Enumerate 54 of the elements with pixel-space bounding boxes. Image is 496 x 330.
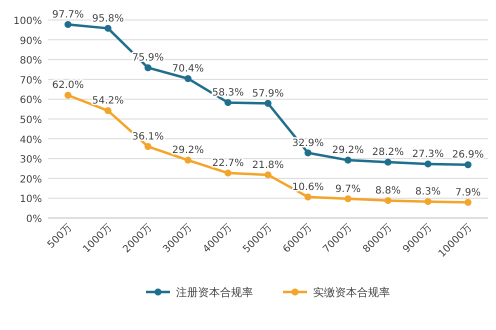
y-tick-label: 20% xyxy=(20,174,42,186)
point xyxy=(184,156,192,164)
point xyxy=(224,99,232,106)
point xyxy=(144,143,152,150)
data-label: 62.0% xyxy=(52,80,84,92)
point xyxy=(464,161,472,168)
point xyxy=(104,24,112,32)
point xyxy=(304,149,312,156)
data-label: 26.9% xyxy=(452,150,484,161)
point xyxy=(304,194,312,201)
data-label: 9.7% xyxy=(335,184,361,195)
point xyxy=(144,64,152,72)
point xyxy=(424,160,432,168)
point xyxy=(104,107,112,114)
data-label: 28.2% xyxy=(372,147,404,158)
point xyxy=(344,195,352,202)
data-label: 57.9% xyxy=(252,88,284,100)
legend-label: 注册资本合规率 xyxy=(176,286,253,299)
point xyxy=(384,158,392,166)
point xyxy=(264,100,272,107)
data-label: 8.8% xyxy=(375,186,401,197)
y-tick-label: 10% xyxy=(20,194,42,206)
data-label: 54.2% xyxy=(92,96,124,107)
y-tick-label: 30% xyxy=(20,154,42,166)
point xyxy=(264,171,272,178)
data-label: 97.7% xyxy=(52,10,84,21)
data-label: 7.9% xyxy=(455,187,481,198)
data-label: 70.4% xyxy=(172,64,204,75)
data-label: 10.6% xyxy=(292,182,324,194)
point xyxy=(64,21,72,28)
data-label: 8.3% xyxy=(415,186,441,198)
data-label: 27.3% xyxy=(412,148,444,160)
data-label: 21.8% xyxy=(252,160,284,171)
point xyxy=(64,92,72,99)
y-tick-label: 70% xyxy=(20,75,42,86)
point xyxy=(344,156,352,164)
point xyxy=(184,75,192,82)
point xyxy=(464,198,472,206)
point xyxy=(224,170,232,177)
y-tick-label: 100% xyxy=(13,16,42,27)
y-tick-label: 40% xyxy=(20,134,42,146)
y-tick-label: 50% xyxy=(20,115,42,126)
data-label: 95.8% xyxy=(92,13,124,24)
y-tick-label: 0% xyxy=(26,214,42,225)
y-tick-label: 90% xyxy=(20,36,42,47)
data-label: 29.2% xyxy=(172,145,204,156)
y-tick-label: 60% xyxy=(20,95,42,106)
legend-label: 实缴资本合规率 xyxy=(313,286,390,299)
data-label: 22.7% xyxy=(212,158,244,170)
point xyxy=(384,197,392,204)
point xyxy=(424,198,432,206)
data-label: 29.2% xyxy=(332,145,364,156)
data-label: 58.3% xyxy=(212,88,244,99)
y-tick-label: 80% xyxy=(20,56,42,67)
